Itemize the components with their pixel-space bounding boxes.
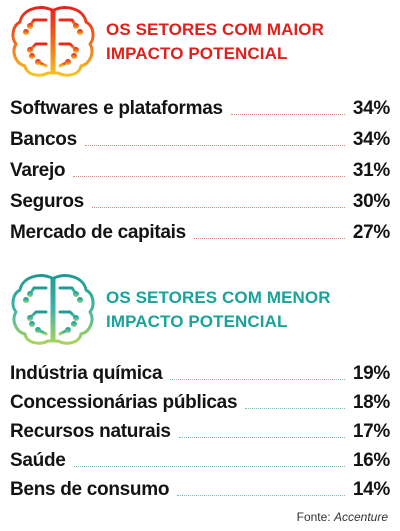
sector-label: Indústria química (10, 363, 163, 384)
dotted-leader (177, 495, 345, 496)
sector-value: 19% (352, 363, 390, 384)
dotted-leader (91, 207, 345, 208)
sector-label: Concessionárias públicas (10, 392, 238, 413)
sector-value: 34% (352, 129, 390, 150)
dotted-leader (230, 114, 345, 115)
sector-label: Varejo (10, 160, 66, 181)
sector-value: 17% (352, 421, 390, 442)
dotted-leader (193, 238, 345, 239)
sector-label: Bancos (10, 129, 77, 150)
source-credit: Fonte: Accenture (297, 510, 388, 524)
brain-circuit-icon (11, 274, 95, 349)
list-item: Mercado de capitais 27% (10, 218, 390, 246)
bottom-heading-line1: OS SETORES COM MENOR (106, 288, 331, 307)
sector-value: 27% (352, 222, 390, 243)
top-list: Softwares e plataformas 34% Bancos 34% V… (10, 94, 390, 249)
top-heading: OS SETORES COM MAIOR IMPACTO POTENCIAL (106, 18, 396, 66)
list-item: Recursos naturais 17% (10, 417, 390, 445)
source-name: Accenture (333, 510, 388, 524)
sector-label: Mercado de capitais (10, 222, 186, 243)
top-heading-line1: OS SETORES COM MAIOR (106, 20, 324, 39)
bottom-heading: OS SETORES COM MENOR IMPACTO POTENCIAL (106, 286, 396, 334)
list-item: Concessionárias públicas 18% (10, 388, 390, 416)
sector-label: Softwares e plataformas (10, 98, 223, 119)
sector-value: 18% (352, 392, 390, 413)
sector-value: 16% (352, 450, 390, 471)
list-item: Indústria química 19% (10, 359, 390, 387)
dotted-leader (245, 408, 345, 409)
source-prefix: Fonte: (296, 510, 334, 524)
top-section: OS SETORES COM MAIOR IMPACTO POTENCIAL S… (0, 0, 400, 260)
list-item: Saúde 16% (10, 446, 390, 474)
list-item: Seguros 30% (10, 187, 390, 215)
sector-label: Recursos naturais (10, 421, 171, 442)
sector-value: 31% (352, 160, 390, 181)
dotted-leader (84, 145, 345, 146)
bottom-heading-line2: IMPACTO POTENCIAL (106, 312, 288, 331)
top-heading-line2: IMPACTO POTENCIAL (106, 44, 288, 63)
list-item: Bens de consumo 14% (10, 475, 390, 503)
sector-label: Seguros (10, 191, 84, 212)
list-item: Softwares e plataformas 34% (10, 94, 390, 122)
sector-value: 30% (352, 191, 390, 212)
dotted-leader (73, 176, 345, 177)
dotted-leader (178, 437, 345, 438)
sector-value: 34% (352, 98, 390, 119)
bottom-list: Indústria química 19% Concessionárias pú… (10, 359, 390, 504)
sector-label: Bens de consumo (10, 479, 170, 500)
list-item: Bancos 34% (10, 125, 390, 153)
dotted-leader (170, 379, 345, 380)
brain-circuit-icon (11, 6, 95, 81)
list-item: Varejo 31% (10, 156, 390, 184)
dotted-leader (73, 466, 345, 467)
bottom-section: OS SETORES COM MENOR IMPACTO POTENCIAL I… (0, 260, 400, 515)
sector-label: Saúde (10, 450, 66, 471)
sector-value: 14% (352, 479, 390, 500)
